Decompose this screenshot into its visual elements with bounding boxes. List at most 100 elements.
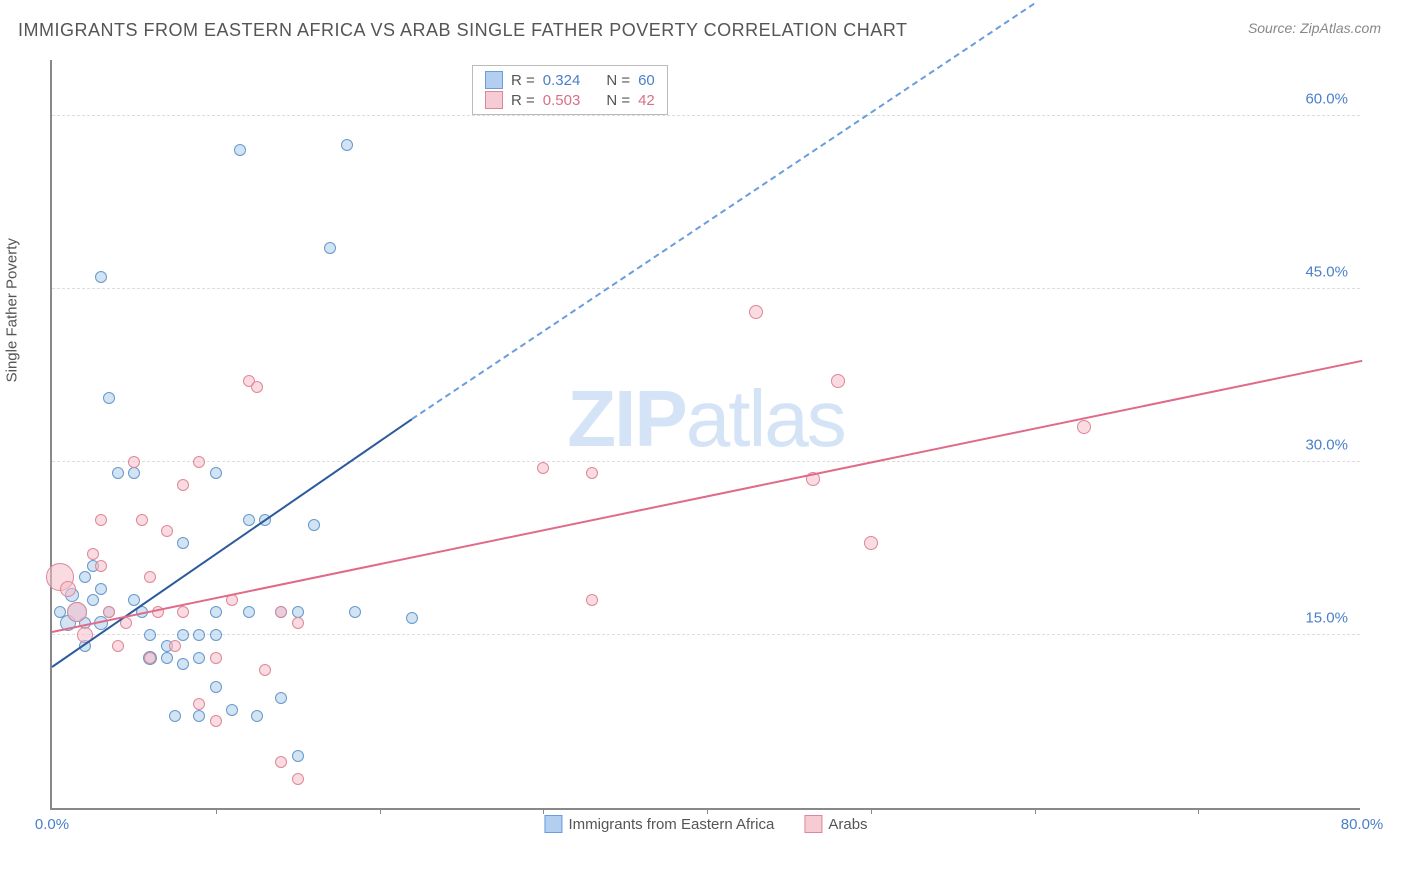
r-value: 0.324	[543, 72, 581, 89]
legend-swatch-blue	[544, 815, 562, 833]
data-point-blue	[292, 750, 304, 762]
gridline-h	[52, 461, 1360, 462]
data-point-pink	[136, 514, 148, 526]
data-point-blue	[95, 271, 107, 283]
data-point-blue	[87, 594, 99, 606]
xtick	[707, 808, 708, 814]
r-label: R =	[511, 92, 535, 109]
ytick-label: 15.0%	[1305, 609, 1348, 626]
data-point-blue	[128, 594, 140, 606]
ytick-label: 45.0%	[1305, 263, 1348, 280]
legend-label: Arabs	[828, 816, 867, 833]
legend-row: R = 0.503 N = 42	[485, 90, 655, 110]
n-value: 42	[638, 92, 655, 109]
data-point-pink	[193, 698, 205, 710]
data-point-pink	[67, 602, 87, 622]
data-point-pink	[275, 756, 287, 768]
data-point-blue	[210, 606, 222, 618]
data-point-pink	[586, 467, 598, 479]
data-point-blue	[79, 571, 91, 583]
data-point-pink	[128, 456, 140, 468]
data-point-blue	[210, 467, 222, 479]
gridline-h	[52, 288, 1360, 289]
data-point-blue	[193, 629, 205, 641]
data-point-blue	[144, 629, 156, 641]
data-point-blue	[275, 692, 287, 704]
data-point-blue	[341, 139, 353, 151]
data-point-pink	[193, 456, 205, 468]
data-point-blue	[193, 710, 205, 722]
data-point-blue	[161, 652, 173, 664]
data-point-blue	[95, 583, 107, 595]
data-point-blue	[308, 519, 320, 531]
legend-item: Arabs	[804, 815, 867, 833]
data-point-blue	[169, 710, 181, 722]
xtick	[871, 808, 872, 814]
data-point-pink	[177, 606, 189, 618]
data-point-blue	[292, 606, 304, 618]
data-point-blue	[193, 652, 205, 664]
xtick	[1035, 808, 1036, 814]
legend-series: Immigrants from Eastern Africa Arabs	[544, 815, 867, 833]
data-point-pink	[210, 715, 222, 727]
data-point-blue	[177, 629, 189, 641]
xtick	[216, 808, 217, 814]
legend-row: R = 0.324 N = 60	[485, 70, 655, 90]
r-value: 0.503	[543, 92, 581, 109]
data-point-pink	[95, 560, 107, 572]
xtick	[1198, 808, 1199, 814]
data-point-blue	[177, 658, 189, 670]
data-point-pink	[60, 581, 76, 597]
data-point-blue	[243, 606, 255, 618]
data-point-pink	[103, 606, 115, 618]
data-point-blue	[226, 704, 238, 716]
data-point-pink	[112, 640, 124, 652]
data-point-blue	[112, 467, 124, 479]
data-point-pink	[275, 606, 287, 618]
legend-correlation: R = 0.324 N = 60 R = 0.503 N = 42	[472, 65, 668, 115]
source-label: Source: ZipAtlas.com	[1248, 20, 1381, 36]
data-point-pink	[259, 664, 271, 676]
legend-swatch-pink	[485, 91, 503, 109]
data-point-pink	[1077, 420, 1091, 434]
trend-line-blue	[51, 418, 412, 668]
data-point-blue	[324, 242, 336, 254]
legend-label: Immigrants from Eastern Africa	[568, 816, 774, 833]
ytick-label: 60.0%	[1305, 90, 1348, 107]
data-point-pink	[292, 617, 304, 629]
data-point-pink	[210, 652, 222, 664]
xtick-label: 80.0%	[1341, 816, 1384, 833]
data-point-pink	[169, 640, 181, 652]
r-label: R =	[511, 72, 535, 89]
data-point-pink	[831, 374, 845, 388]
n-label: N =	[606, 92, 630, 109]
data-point-pink	[537, 462, 549, 474]
data-point-pink	[749, 305, 763, 319]
n-value: 60	[638, 72, 655, 89]
legend-swatch-blue	[485, 71, 503, 89]
data-point-pink	[177, 479, 189, 491]
data-point-pink	[144, 571, 156, 583]
data-point-blue	[103, 392, 115, 404]
data-point-pink	[251, 381, 263, 393]
chart-title: IMMIGRANTS FROM EASTERN AFRICA VS ARAB S…	[18, 20, 907, 41]
data-point-pink	[95, 514, 107, 526]
xtick	[380, 808, 381, 814]
data-point-blue	[128, 467, 140, 479]
data-point-pink	[87, 548, 99, 560]
data-point-pink	[292, 773, 304, 785]
y-axis-label: Single Father Poverty	[4, 238, 21, 382]
watermark: ZIPatlas	[567, 373, 844, 465]
legend-item: Immigrants from Eastern Africa	[544, 815, 774, 833]
data-point-pink	[586, 594, 598, 606]
n-label: N =	[606, 72, 630, 89]
data-point-pink	[144, 652, 156, 664]
ytick-label: 30.0%	[1305, 436, 1348, 453]
data-point-pink	[161, 525, 173, 537]
data-point-blue	[210, 629, 222, 641]
data-point-blue	[177, 537, 189, 549]
xtick-label: 0.0%	[35, 816, 69, 833]
data-point-blue	[349, 606, 361, 618]
data-point-blue	[234, 144, 246, 156]
trend-line-pink	[52, 360, 1362, 633]
